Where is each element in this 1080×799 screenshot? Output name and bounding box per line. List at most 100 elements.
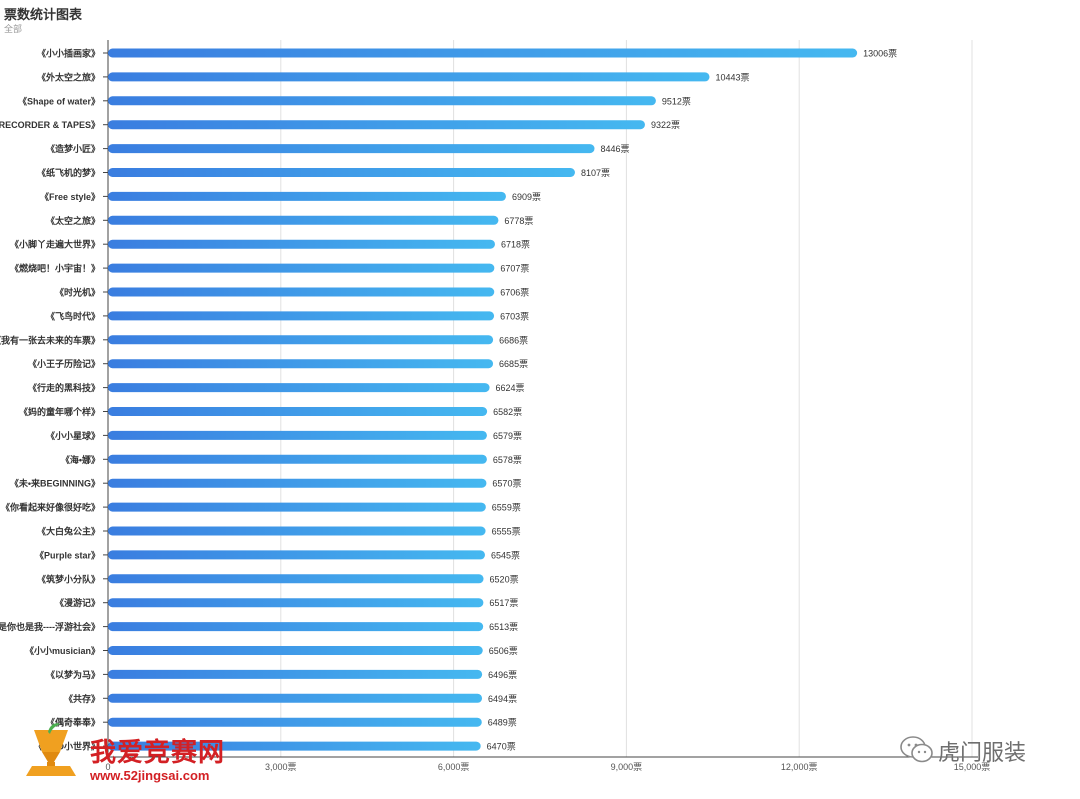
category-label: 《共存》 [64,693,100,704]
category-label: 《Shape of water》 [18,96,100,106]
value-label: 6545票 [491,550,520,560]
value-label: 6578票 [493,455,522,465]
value-label: 10443票 [716,72,750,82]
bar [108,311,495,321]
bar [108,430,487,440]
value-label: 6559票 [492,503,521,513]
x-tick-label: 9,000票 [611,762,643,772]
chart-subtitle: 全部 [4,24,23,34]
bar [108,454,487,464]
category-label: 《我有一张去未来的车票》 [0,334,100,345]
category-label: 《小小musician》 [25,645,100,656]
value-label: 6624票 [496,383,525,393]
category-label: 《太空之旅》 [46,215,100,226]
category-label: 《未•来BEGINNING》 [10,478,100,489]
bar [108,383,490,393]
value-label: 6718票 [501,240,530,250]
category-label: 《飞鸟时代》 [46,310,100,321]
bar [108,191,506,201]
x-tick-label: 6,000票 [438,762,470,772]
wechat-icon [900,736,933,763]
bar [108,144,595,154]
category-label: 《RECORDER & TAPES》 [0,120,100,130]
category-label: 《行走的黑科技》 [28,382,100,393]
watermark-right: 虎门服装 [900,735,1026,770]
x-tick-label: 15,000票 [954,762,991,772]
category-label: 《小小星球》 [46,430,100,441]
category-label: 《2 DO小世界》 [34,741,100,752]
bar [108,215,499,225]
value-label: 8446票 [600,144,629,154]
value-label: 6686票 [499,335,528,345]
value-label: 9322票 [651,120,680,130]
category-label: 《妈的童年哪个样》 [19,406,100,417]
x-tick-label: 0 [105,762,110,772]
category-label: 《造梦小匠》 [46,143,100,154]
value-label: 6506票 [489,646,518,656]
bar [108,335,494,345]
x-tick-label: 12,000票 [781,762,818,772]
bar [108,359,494,369]
value-label: 6778票 [504,216,533,226]
value-label: 9512票 [662,96,691,106]
value-label: 6489票 [488,718,517,728]
category-label: 《Purple star》 [35,550,100,560]
bar [108,622,484,632]
value-label: 6555票 [492,527,521,537]
value-label: 6470票 [487,742,516,752]
value-label: 8107票 [581,168,610,178]
category-label: 《时光机》 [55,287,100,298]
bar [108,693,483,703]
category-label: 《纸飞机的梦》 [37,167,100,178]
watermark-account-name: 虎门服装 [938,741,1027,766]
value-label: 6517票 [489,598,518,608]
value-label: 6707票 [500,264,529,274]
category-label: 《偶奇奉奉》 [46,717,100,728]
bar [108,741,481,751]
value-label: 6582票 [493,407,522,417]
bar [108,502,486,512]
bar [108,72,710,82]
value-label: 6706票 [500,288,529,298]
category-label: 《小王子历险记》 [28,358,100,369]
bar [108,526,486,536]
value-label: 6520票 [490,574,519,584]
bar [108,550,485,560]
bar [108,717,482,727]
watermark-site-url: www.52jingsai.com [90,768,210,783]
bar [108,574,484,584]
value-label: 6579票 [493,431,522,441]
category-label: 《大白兔公主》 [37,526,100,537]
category-label: 《Free style》 [40,192,100,202]
bar [108,407,488,416]
value-label: 6909票 [512,192,541,202]
bar [108,287,495,297]
bar [108,239,495,249]
value-label: 13006票 [863,49,897,59]
value-label: 6494票 [488,694,517,704]
category-label: 《筑梦小分队》 [37,573,100,584]
category-label: 《外太空之旅》 [37,71,100,82]
bar [108,96,656,106]
trophy-logo-icon [26,723,76,776]
chart-title: 票数统计图表 [4,7,83,22]
category-label: 《你看起来好像很好吃》 [1,502,100,513]
bar [108,478,487,488]
bar [108,263,495,273]
value-label: 6496票 [488,670,517,680]
x-tick-label: 3,000票 [265,762,297,772]
value-label: 6703票 [500,311,529,321]
category-label: 《漫游记》 [55,597,100,608]
bar [108,598,484,608]
category-label: 《小脚丫走遍大世界》 [10,239,100,250]
bar [108,120,645,130]
watermark-site-name: 我爱竞赛网 [90,738,226,768]
category-label: 《海•娜》 [61,454,100,465]
bar [108,48,858,58]
bar [108,646,483,655]
bar [108,669,483,679]
category-label: 《是你也是我----浮游社会》 [0,621,100,632]
category-label: 《小小插画家》 [37,48,100,59]
category-label: 《以梦为马》 [46,669,100,680]
